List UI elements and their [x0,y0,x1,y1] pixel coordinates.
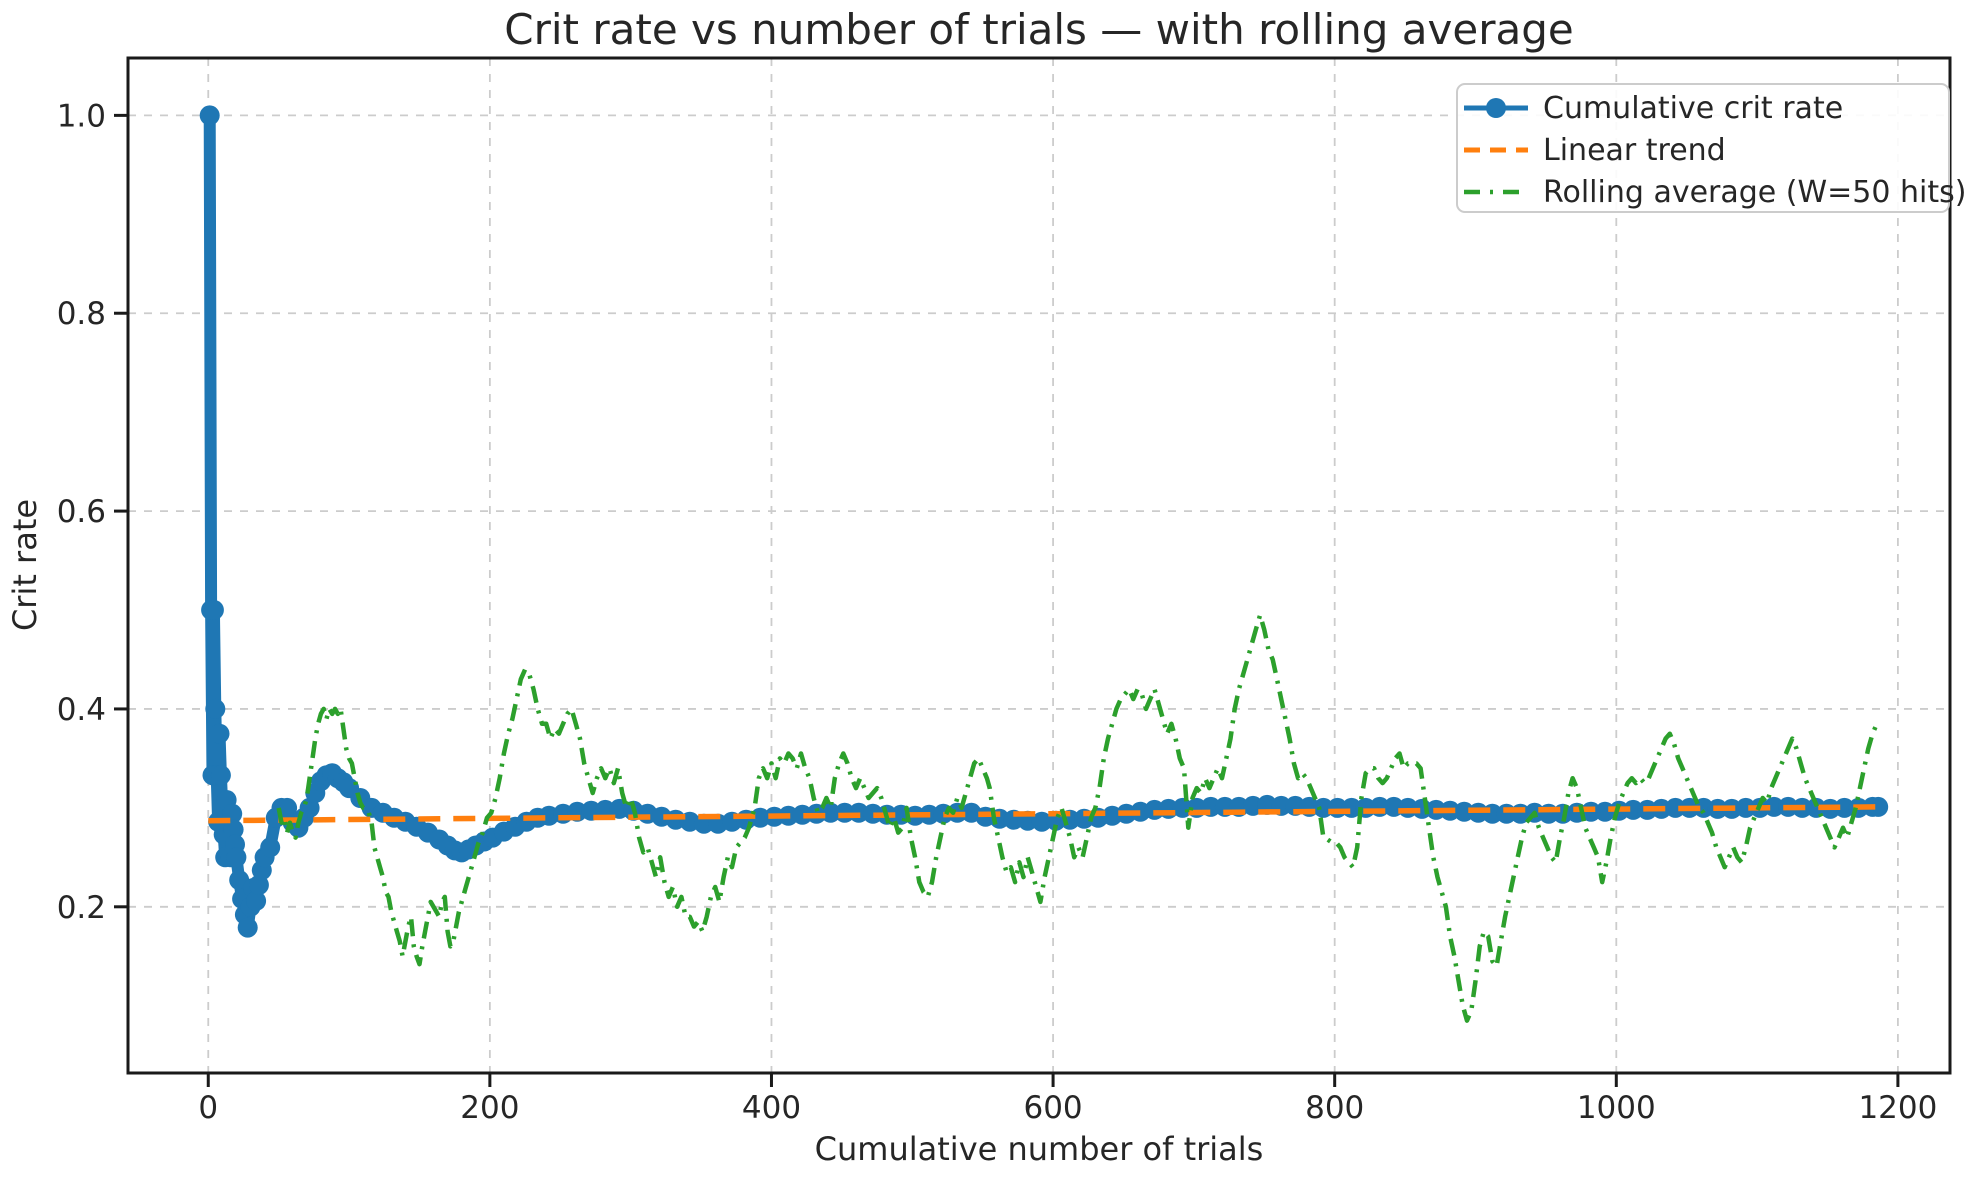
x-tick-label: 800 [1305,1090,1364,1126]
data-point-marker [226,847,247,868]
data-point-marker [1172,797,1193,818]
data-point-marker [210,765,231,786]
data-point-marker [1735,797,1756,818]
data-point-marker [223,819,244,840]
x-tick-label: 600 [1023,1090,1082,1126]
x-tick-label: 1000 [1577,1090,1656,1126]
legend-box [1456,83,1950,213]
legend: Cumulative crit rate Linear trend Rollin… [1456,83,1966,213]
x-tick-label: 1200 [1858,1090,1937,1126]
y-tick-label: 0.8 [57,296,106,332]
data-point-marker [820,802,841,823]
data-point-marker [246,890,267,911]
axis-tick-labels: 0 200 400 600 800 1000 1200 0.2 0.4 0.6 0.8 1.0 [57,98,1938,1126]
data-point-marker [1623,799,1644,820]
legend-label-trend: Linear trend [1543,133,1726,168]
data-point-marker [199,105,220,126]
data-point-marker [1764,796,1784,817]
data-point-marker [203,600,224,620]
data-series [199,105,1889,1023]
data-point-marker [248,875,269,895]
data-point-marker [205,698,226,719]
series-line-2 [276,612,1879,1023]
legend-label-cumulative: Cumulative crit rate [1543,91,1843,126]
axis-ticks [114,113,1900,1087]
x-tick-label: 0 [198,1090,218,1126]
data-point-marker [237,917,258,938]
chart-title: Crit rate vs number of trials — with rol… [504,5,1573,54]
x-axis-label: Cumulative number of trials [815,1130,1264,1168]
data-point-marker [260,837,281,858]
data-point-marker [1834,797,1855,818]
data-point-marker [1665,797,1686,818]
x-tick-label: 400 [742,1090,801,1126]
y-tick-label: 0.4 [57,692,106,728]
data-point-marker [1868,796,1889,817]
x-tick-label: 200 [460,1090,519,1126]
plot-frame [126,56,1952,1075]
legend-marker-icon [1486,98,1506,118]
data-point-marker [209,723,230,744]
y-tick-label: 1.0 [57,98,106,134]
legend-label-rolling: Rolling average (W=50 hits) [1543,175,1966,210]
y-tick-label: 0.2 [57,890,106,926]
y-axis-label: Crit rate [6,499,44,631]
y-tick-label: 0.6 [57,494,106,530]
